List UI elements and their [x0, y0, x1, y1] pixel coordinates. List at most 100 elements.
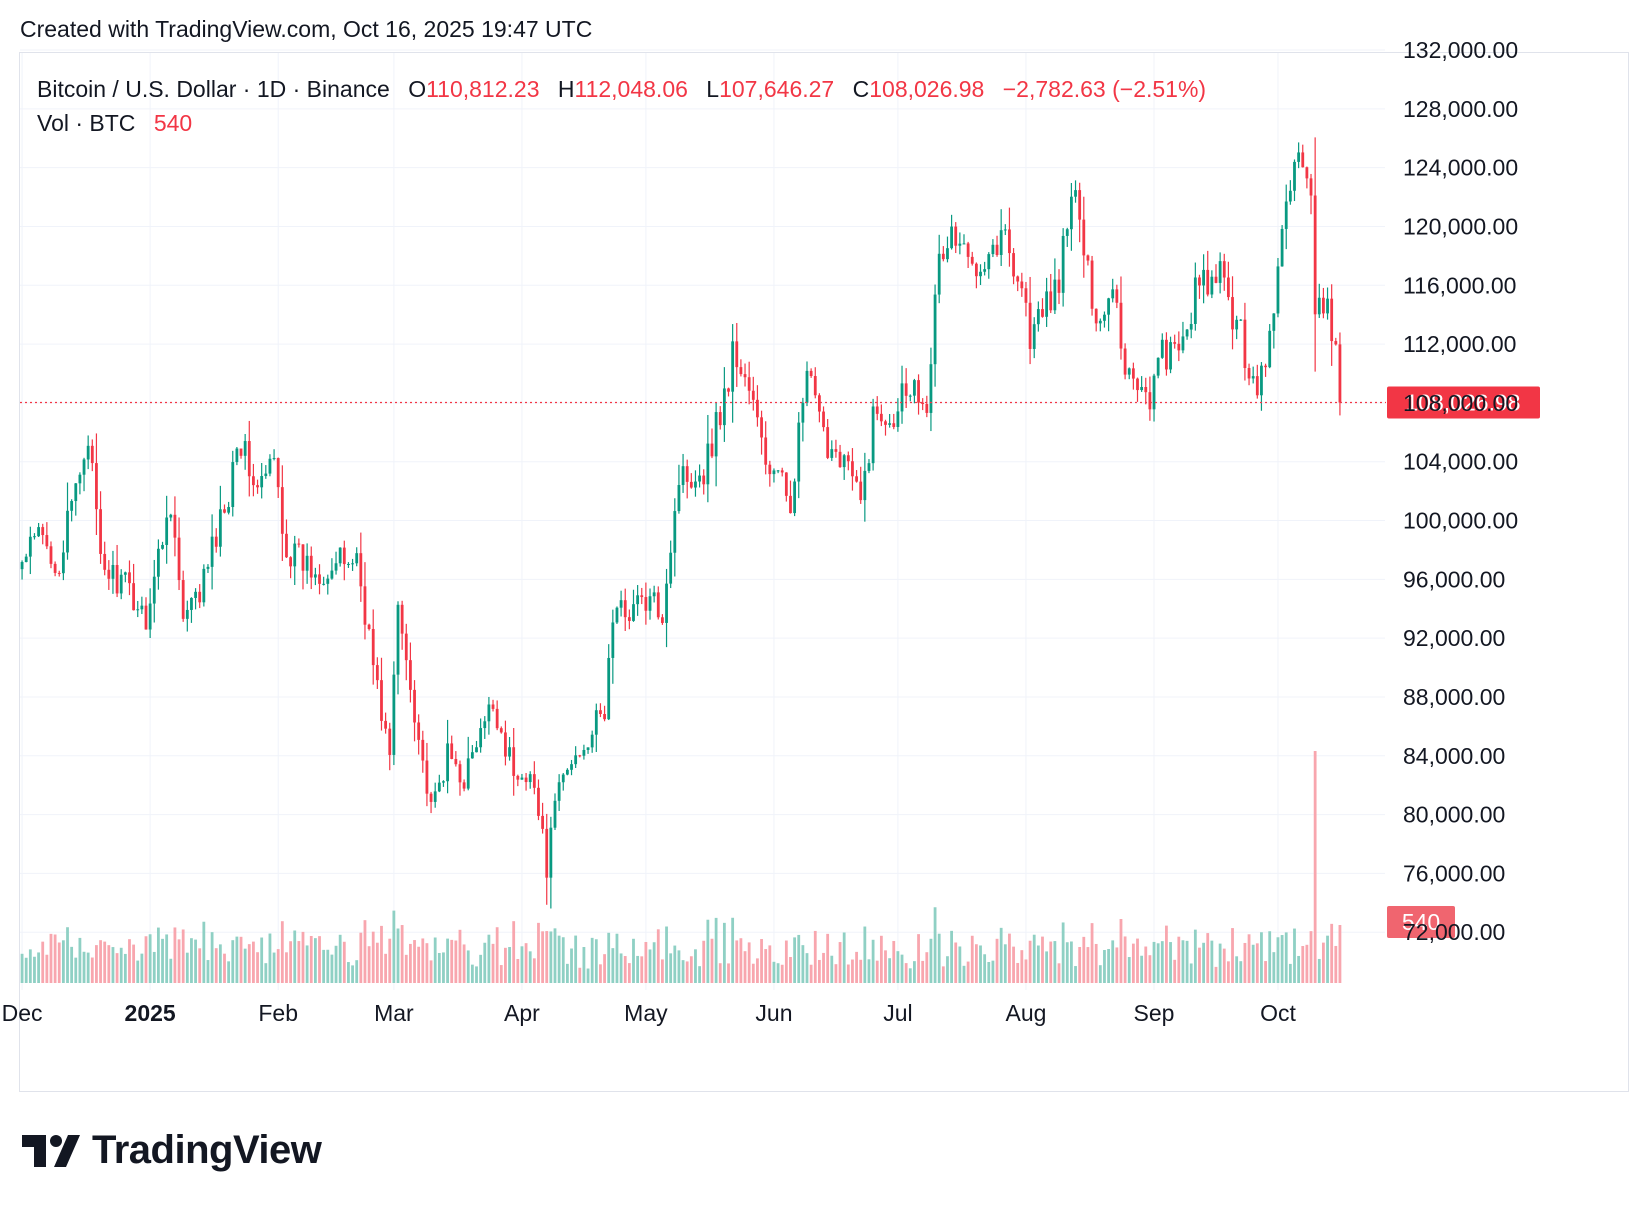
candle-body[interactable] — [1111, 289, 1115, 299]
candle-body[interactable] — [1032, 324, 1036, 349]
candle-body[interactable] — [884, 421, 887, 425]
candle-body[interactable] — [103, 553, 107, 570]
candle-body[interactable] — [326, 578, 330, 584]
candle-body[interactable] — [1115, 289, 1119, 303]
candle-body[interactable] — [908, 395, 912, 397]
candle-body[interactable] — [28, 536, 32, 557]
candle-body[interactable] — [970, 256, 974, 264]
candle-body[interactable] — [1305, 167, 1309, 179]
candle-body[interactable] — [458, 764, 462, 783]
candle-body[interactable] — [648, 596, 652, 611]
candle-body[interactable] — [1185, 329, 1189, 337]
candle-body[interactable] — [917, 380, 920, 403]
candle-body[interactable] — [1231, 297, 1234, 330]
candle-body[interactable] — [318, 574, 321, 584]
candle-body[interactable] — [528, 774, 532, 783]
candle-body[interactable] — [859, 481, 863, 501]
candle-body[interactable] — [991, 244, 995, 255]
candle-body[interactable] — [1338, 344, 1342, 403]
candle-body[interactable] — [351, 563, 354, 565]
candle-body[interactable] — [57, 572, 61, 574]
candle-body[interactable] — [764, 437, 768, 465]
candle-body[interactable] — [871, 406, 875, 464]
candle-body[interactable] — [173, 514, 177, 538]
candle-body[interactable] — [524, 777, 528, 783]
candle-body[interactable] — [855, 476, 858, 482]
candle-body[interactable] — [181, 580, 185, 619]
candle-body[interactable] — [817, 395, 821, 412]
candle-body[interactable] — [879, 413, 883, 422]
candle-body[interactable] — [904, 383, 908, 396]
candle-body[interactable] — [1156, 357, 1160, 376]
candle-body[interactable] — [640, 595, 644, 598]
candle-body[interactable] — [313, 574, 317, 578]
candle-body[interactable] — [1214, 276, 1218, 283]
candle-body[interactable] — [1264, 365, 1267, 368]
candle-body[interactable] — [1119, 302, 1123, 349]
candle-body[interactable] — [1123, 348, 1127, 375]
candle-body[interactable] — [735, 341, 739, 368]
candle-body[interactable] — [1173, 342, 1177, 344]
candle-body[interactable] — [95, 463, 98, 510]
candle-body[interactable] — [1326, 298, 1329, 314]
candle-body[interactable] — [937, 253, 941, 295]
candle-body[interactable] — [611, 622, 615, 658]
candle-body[interactable] — [586, 747, 590, 750]
candle-body[interactable] — [470, 752, 474, 759]
candle-body[interactable] — [1313, 195, 1317, 315]
candle-body[interactable] — [359, 553, 363, 587]
candle-body[interactable] — [20, 562, 24, 570]
candle-body[interactable] — [1235, 319, 1239, 330]
candle-body[interactable] — [801, 402, 805, 423]
candle-body[interactable] — [842, 455, 846, 468]
candle-body[interactable] — [49, 546, 53, 564]
candle-body[interactable] — [177, 537, 181, 581]
candle-body[interactable] — [1144, 387, 1148, 393]
candle-body[interactable] — [190, 597, 193, 610]
candle-body[interactable] — [384, 720, 388, 729]
candle-body[interactable] — [623, 600, 627, 618]
candle-body[interactable] — [545, 828, 549, 878]
candle-body[interactable] — [1074, 190, 1077, 197]
candle-body[interactable] — [1334, 341, 1338, 345]
candle-body[interactable] — [1003, 229, 1007, 231]
candle-body[interactable] — [1127, 368, 1131, 375]
candle-body[interactable] — [520, 777, 524, 780]
candle-body[interactable] — [33, 536, 36, 538]
candle-body[interactable] — [627, 617, 631, 621]
candle-body[interactable] — [962, 243, 966, 245]
candle-body[interactable] — [863, 470, 867, 501]
candle-body[interactable] — [272, 458, 276, 460]
candle-body[interactable] — [144, 605, 148, 630]
candle-body[interactable] — [1061, 235, 1065, 293]
candle-body[interactable] — [834, 449, 838, 452]
candle-body[interactable] — [491, 704, 495, 709]
candle-body[interactable] — [1008, 229, 1011, 254]
candle-body[interactable] — [731, 341, 735, 392]
candle-body[interactable] — [995, 244, 999, 255]
candle-body[interactable] — [86, 445, 90, 460]
candle-body[interactable] — [409, 660, 412, 690]
candle-body[interactable] — [289, 557, 292, 567]
candle-body[interactable] — [454, 758, 458, 765]
candle-body[interactable] — [727, 388, 730, 392]
candle-body[interactable] — [37, 527, 40, 537]
candle-body[interactable] — [165, 517, 169, 545]
candle-body[interactable] — [202, 568, 206, 603]
candle-body[interactable] — [776, 470, 780, 472]
candle-body[interactable] — [429, 793, 433, 802]
tradingview-brand[interactable]: TradingView — [22, 1128, 322, 1173]
candle-body[interactable] — [570, 764, 573, 770]
candle-body[interactable] — [1189, 323, 1193, 330]
candle-body[interactable] — [1268, 330, 1272, 368]
candle-body[interactable] — [685, 466, 689, 482]
candle-body[interactable] — [1198, 277, 1201, 286]
candle-body[interactable] — [1280, 228, 1284, 267]
candle-body[interactable] — [822, 411, 825, 428]
candle-body[interactable] — [301, 544, 305, 571]
candle-body[interactable] — [892, 423, 896, 427]
candle-body[interactable] — [404, 633, 408, 661]
candle-body[interactable] — [966, 243, 970, 257]
candle-body[interactable] — [553, 800, 557, 828]
candle-body[interactable] — [710, 443, 714, 457]
